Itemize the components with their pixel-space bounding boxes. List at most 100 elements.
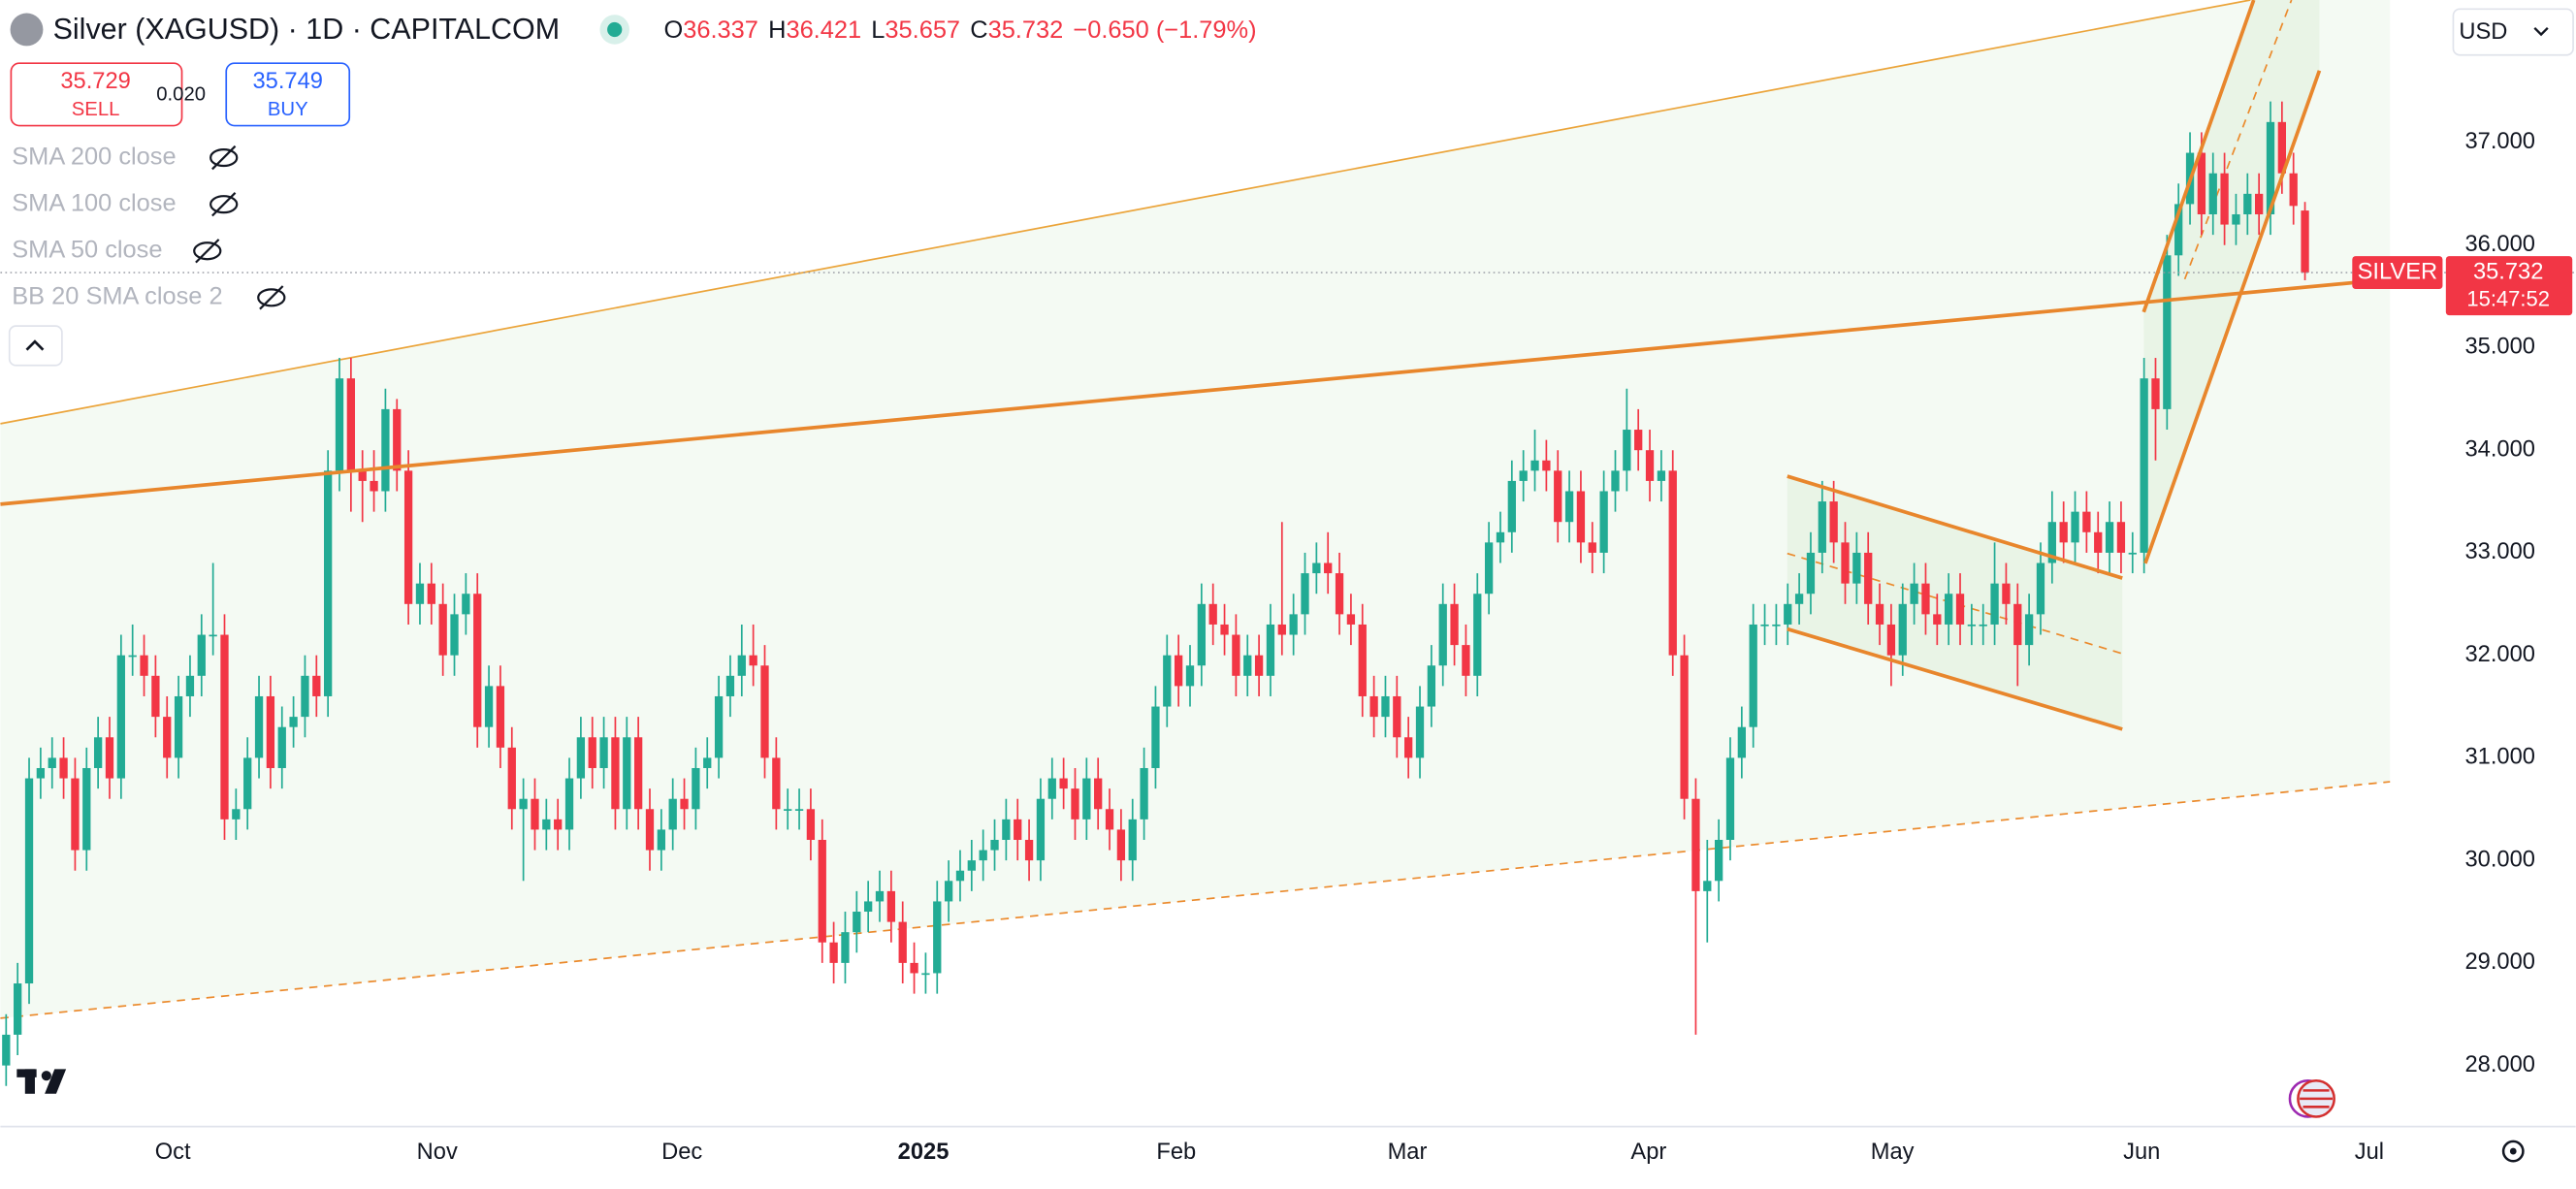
candle-body <box>864 901 873 913</box>
trend-line <box>1787 474 2123 580</box>
candle-body <box>24 778 34 984</box>
candle-body <box>266 695 275 768</box>
candle-body <box>1772 624 1781 627</box>
collapse-button[interactable] <box>8 325 63 367</box>
visibility-slash <box>211 192 237 217</box>
buy-button[interactable] <box>225 62 351 127</box>
sell-button[interactable] <box>10 62 183 127</box>
y-tick-label: 37.000 <box>2464 129 2534 154</box>
candle-body <box>1945 594 1953 625</box>
candle-body <box>1243 655 1252 676</box>
candle-body <box>93 737 103 768</box>
candle-body <box>1737 726 1746 758</box>
currency-select[interactable] <box>2452 8 2574 56</box>
candle-body <box>415 583 425 604</box>
x-tick-label: Nov <box>417 1140 458 1165</box>
candle-body <box>1542 460 1551 471</box>
buy-label: BUY <box>268 99 308 120</box>
candle-body <box>2071 511 2079 543</box>
candle-body <box>335 378 344 471</box>
candle-body <box>2208 173 2217 214</box>
logo[interactable] <box>16 1069 67 1094</box>
candle-body <box>163 717 172 758</box>
visibility-icon[interactable] <box>193 241 222 261</box>
candle-body <box>1450 603 1459 646</box>
candle-body <box>576 737 586 779</box>
candle-body <box>1324 562 1333 574</box>
candle-body <box>427 583 435 604</box>
candle-body <box>1427 665 1436 707</box>
candle-body <box>921 973 930 976</box>
candle-body <box>1910 583 1918 604</box>
candle-body <box>1841 542 1850 584</box>
candle-body <box>2047 522 2056 563</box>
candle-body <box>1301 573 1309 615</box>
candle-body <box>531 798 539 830</box>
candle-body <box>564 778 574 830</box>
price-tag-countdown: 15:47:52 <box>2466 287 2550 311</box>
x-tick-label: Mar <box>1388 1140 1428 1165</box>
candle-body <box>2220 173 2229 225</box>
visibility-icon[interactable] <box>209 147 239 168</box>
drawings-front <box>0 0 2391 731</box>
candle-body <box>1794 594 1804 604</box>
candle-body <box>1680 655 1689 799</box>
candle-body <box>473 594 482 727</box>
candle-body <box>1220 624 1229 635</box>
x-tick-label: Oct <box>155 1140 191 1165</box>
settings-icon[interactable] <box>2501 1140 2525 1163</box>
candle-body <box>2266 121 2275 214</box>
candle-body <box>979 850 987 861</box>
spread: 0.020 <box>156 84 206 106</box>
ohlc-label: O <box>664 16 684 44</box>
candle-body <box>1116 829 1126 861</box>
candle-body <box>875 890 885 902</box>
candle-body <box>1438 603 1447 666</box>
candle-body <box>1955 594 1965 625</box>
visibility-icon[interactable] <box>209 195 239 214</box>
candle-body <box>1703 881 1712 891</box>
candle-body <box>1312 562 1321 574</box>
candle-body <box>1657 470 1666 481</box>
candle-body <box>1174 655 1183 687</box>
candle-body <box>1760 624 1769 627</box>
visibility-icon[interactable] <box>257 288 286 307</box>
candle-body <box>1415 706 1425 758</box>
candle-body <box>1725 757 1735 841</box>
candle-body <box>1208 603 1217 625</box>
candle-body <box>346 378 356 471</box>
candle-body <box>381 408 390 492</box>
y-tick-label: 31.000 <box>2464 745 2534 770</box>
indicator-label: BB 20 SMA close 2 <box>12 283 222 310</box>
candle-body <box>1151 706 1160 768</box>
candle-body <box>1105 809 1114 830</box>
buy-price: 35.749 <box>253 69 323 94</box>
symbol-title[interactable]: Silver (XAGUSD) · 1D · CAPITALCOM <box>53 13 561 46</box>
candle-body <box>668 798 677 830</box>
ohlc-change: −0.650 (−1.79%) <box>1073 16 1256 44</box>
chevron-icon <box>25 339 45 351</box>
candles <box>0 101 2576 1086</box>
candle-body <box>2277 121 2286 174</box>
ohlc-label: H <box>768 16 786 44</box>
candle-body <box>1967 624 1977 627</box>
candle-body <box>933 901 942 974</box>
symbol-tag-label: SILVER <box>2358 259 2438 284</box>
candle-body <box>370 480 378 492</box>
candle-body <box>1784 603 1792 625</box>
candle-body <box>2140 378 2148 553</box>
channel-fill <box>0 0 2391 1018</box>
candle-body <box>967 860 976 871</box>
candle-body <box>749 655 757 666</box>
candle-body <box>2094 531 2103 553</box>
candle-body <box>2163 255 2172 409</box>
trend-line <box>0 781 2391 1019</box>
candle-body <box>2128 552 2137 555</box>
y-tick-label: 35.000 <box>2464 335 2534 360</box>
candle-body <box>82 767 91 851</box>
candle-body <box>1266 624 1275 676</box>
trend-line <box>1787 627 2123 731</box>
candle-body <box>2116 522 2126 553</box>
currency: USD <box>2459 19 2507 45</box>
settings-icon-core <box>2509 1147 2517 1155</box>
